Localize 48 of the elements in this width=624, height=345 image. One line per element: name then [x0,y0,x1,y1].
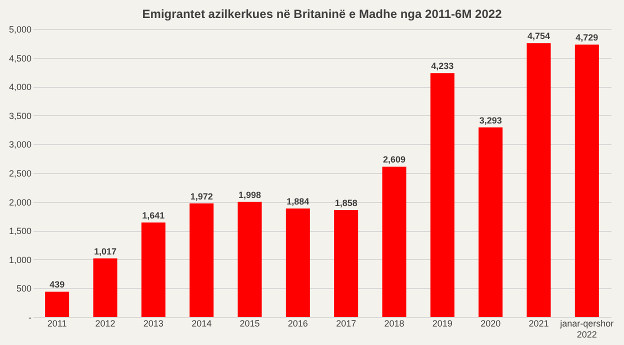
data-label: 1,017 [94,246,117,256]
y-tick-label: 3,000 [8,140,32,150]
y-tick-label: 4,000 [8,82,32,92]
x-tick-label: 2016 [288,318,308,328]
y-tick-label: 2,500 [8,168,32,178]
bar [45,292,70,317]
data-label: 4,754 [527,31,550,42]
data-label: 4,233 [431,61,454,72]
x-tick-label: 2011 [47,318,67,328]
bar [334,210,358,317]
x-tick-label: 2014 [192,318,212,328]
bar [141,222,166,317]
data-label: 1,998 [238,190,262,200]
x-tick-label: 2018 [384,318,404,328]
y-tick-label: 5,000 [8,24,32,34]
data-label: 1,641 [142,210,165,220]
x-tick-label: 2019 [432,318,452,328]
data-label: 1,884 [286,196,310,206]
bar [93,258,118,317]
data-label: 2,609 [382,154,406,165]
x-tick-label: 2017 [336,318,356,328]
y-tick-label: 2,000 [8,197,32,208]
bar [190,203,214,317]
bar [478,127,503,317]
bar [382,166,406,317]
x-tick-label: 2013 [143,318,164,328]
bar [286,208,310,317]
data-label: 4,729 [576,32,598,43]
chart-title: Emigrantet azilkerkues në Britaninë e Madhe nga 2011-6M 2022 [142,7,502,21]
x-tick-label: 2021 [528,318,549,328]
x-tick-label: janar-qershor 2022 [559,318,614,340]
y-tick-label: 3,500 [8,110,32,121]
y-tick-label: 1,500 [8,226,32,236]
y-tick-label: - [28,312,32,322]
y-tick-label: 500 [16,284,32,294]
data-label: 1,972 [190,191,213,202]
bar [574,44,599,317]
bar [430,73,454,317]
data-label: 439 [50,280,65,290]
x-tick-label: 2020 [480,318,501,328]
x-tick-label: 2012 [95,318,116,328]
y-tick-label: 1,000 [8,254,32,265]
data-label: 1,858 [334,198,358,208]
y-tick-label: 4,500 [8,53,32,64]
bar [238,202,262,317]
data-label: 3,293 [479,115,502,126]
bar [526,43,551,317]
x-tick-label: 2015 [240,318,260,328]
